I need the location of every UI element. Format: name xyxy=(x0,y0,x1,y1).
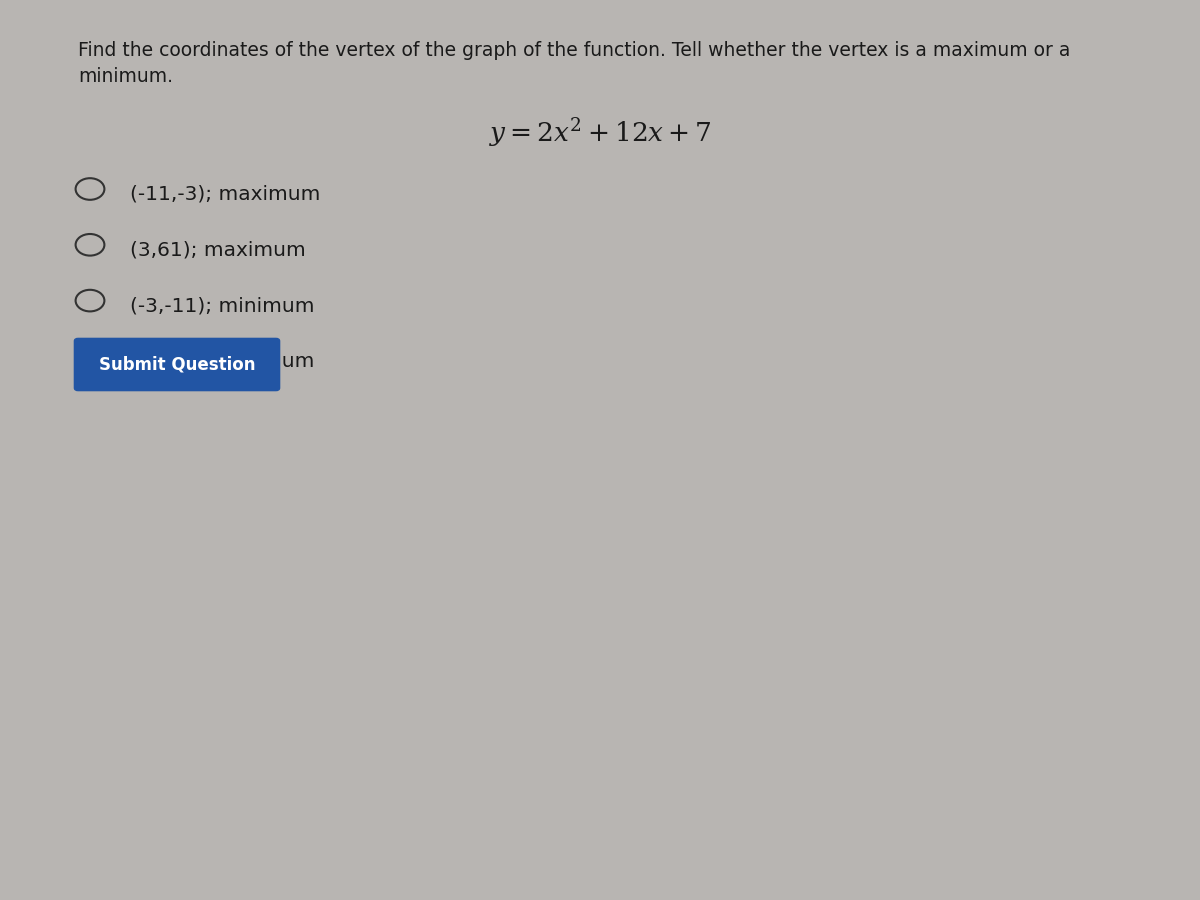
Text: (3,61); maximum: (3,61); maximum xyxy=(130,240,305,259)
Text: Find the coordinates of the vertex of the graph of the function. Tell whether th: Find the coordinates of the vertex of th… xyxy=(78,40,1070,59)
Text: (-11,-3); maximum: (-11,-3); maximum xyxy=(130,184,320,203)
Text: (-3,-11); minimum: (-3,-11); minimum xyxy=(130,296,314,315)
Text: minimum.: minimum. xyxy=(78,68,173,86)
Text: $y = 2x^2 + 12x + 7$: $y = 2x^2 + 12x + 7$ xyxy=(488,117,712,150)
FancyBboxPatch shape xyxy=(74,338,280,391)
Text: (-3,-47); minimum: (-3,-47); minimum xyxy=(130,352,314,371)
Text: Submit Question: Submit Question xyxy=(98,356,256,373)
